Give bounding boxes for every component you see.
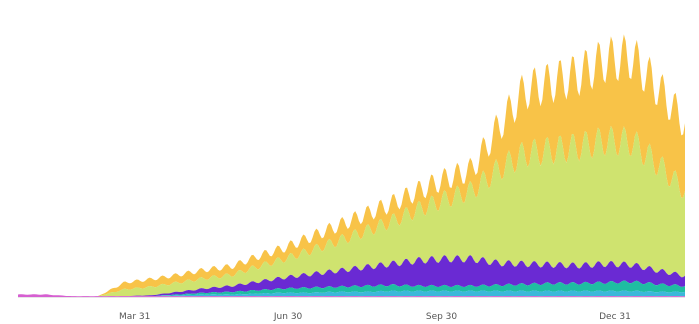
area-series-4 <box>18 125 685 297</box>
area-series-5 <box>18 34 685 297</box>
x-tick-label: Mar 31 <box>119 312 150 322</box>
x-tick-label: Sep 30 <box>426 312 458 322</box>
area-series-0 <box>18 294 685 297</box>
area-series-3 <box>18 255 685 297</box>
chart-areas <box>18 34 685 297</box>
area-series-2 <box>18 280 685 297</box>
area-series-1 <box>18 290 685 297</box>
x-axis-ticks: Mar 31 Jun 30 Sep 30 Dec 31 <box>119 312 631 322</box>
x-tick-label: Jun 30 <box>273 312 303 322</box>
x-tick-label: Dec 31 <box>599 312 631 322</box>
